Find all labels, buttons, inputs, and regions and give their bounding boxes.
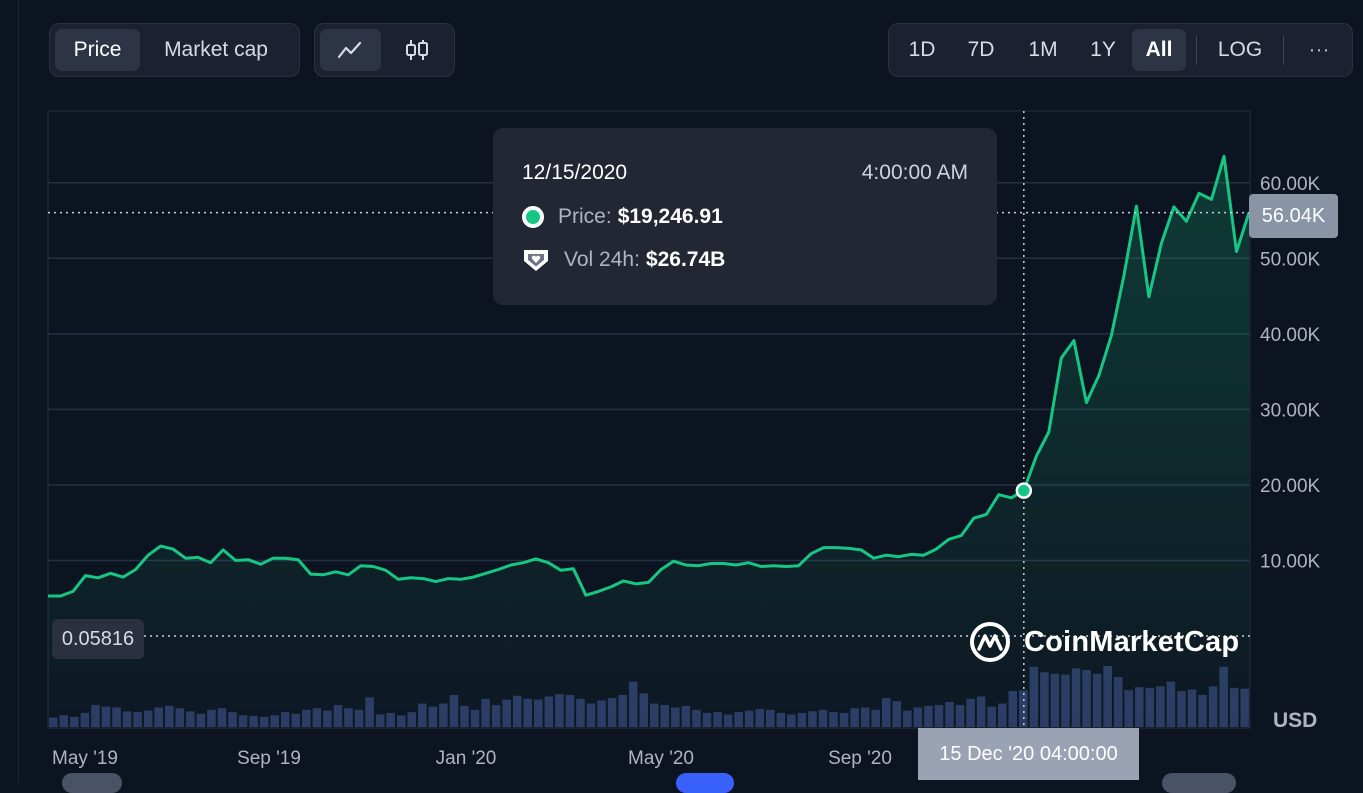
range-1m[interactable]: 1M [1028, 38, 1058, 61]
y-tick-label: 10.00K [1260, 551, 1321, 572]
price-tooltip: 12/15/2020 4:00:00 AM Price: $19,246.91 … [493, 128, 997, 305]
tooltip-price-row: Price: $19,246.91 [522, 205, 968, 229]
coinmarketcap-icon [970, 622, 1010, 662]
x-tick-label: Jan '20 [436, 748, 497, 769]
tooltip-time: 4:00:00 AM [861, 161, 968, 184]
log-toggle[interactable]: LOG [1217, 38, 1263, 61]
range-1d[interactable]: 1D [908, 38, 936, 61]
y-tick-label: 40.00K [1260, 325, 1321, 346]
range-handle-left[interactable] [62, 773, 122, 793]
y-axis-ticks: 10.00K 20.00K 30.00K 40.00K 50.00K 60.00K [1260, 174, 1321, 573]
tooltip-date: 12/15/2020 [522, 161, 628, 184]
y-tick-label: 30.00K [1260, 400, 1321, 421]
tooltip-date-row: 12/15/2020 4:00:00 AM [522, 161, 968, 185]
range-1y[interactable]: 1Y [1090, 38, 1116, 61]
price-area [48, 156, 1249, 728]
metric-tab-group: Price Market cap [49, 23, 300, 77]
currency-label: USD [1273, 709, 1318, 732]
line-chart-icon [338, 41, 362, 59]
current-price-badge: 56.04K [1249, 194, 1338, 238]
tooltip-volume-label: Vol 24h: [564, 248, 640, 271]
watermark-text: CoinMarketCap [1024, 625, 1240, 658]
x-tick-label: May '19 [52, 748, 118, 769]
tooltip-volume-value: $26.74B [645, 248, 726, 271]
x-axis-ticks: May '19 Sep '19 Jan '20 May '20 Sep '20 [52, 748, 892, 769]
more-divider [1283, 35, 1284, 65]
y-tick-label: 50.00K [1260, 249, 1321, 270]
tooltip-price-value: $19,246.91 [617, 205, 723, 228]
x-tick-label: Sep '19 [237, 748, 301, 769]
candlestick-icon [405, 40, 428, 60]
x-tick-label: Sep '20 [828, 748, 892, 769]
tooltip-price-label: Price: [558, 205, 612, 228]
range-divider [1196, 35, 1197, 65]
low-value-badge: 0.05816 [52, 619, 144, 659]
range-group: 1D 7D 1M 1Y All LOG ··· [888, 23, 1353, 77]
more-options-button[interactable]: ··· [1308, 38, 1330, 61]
range-handle-right[interactable] [1162, 773, 1236, 793]
crosshair-date-badge: 15 Dec '20 04:00:00 [918, 728, 1139, 780]
plot-frame [47, 110, 1251, 729]
chart-style-group [314, 23, 455, 77]
price-line [48, 154, 1251, 598]
left-border [18, 0, 19, 783]
tooltip-volume-row: Vol 24h: $26.74B [522, 247, 968, 273]
crosshair-point [1015, 482, 1033, 499]
tab-market-cap[interactable]: Market cap [164, 38, 268, 61]
line-chart-button[interactable] [320, 29, 381, 71]
range-handle-center[interactable] [676, 773, 734, 793]
coinmarketcap-logo: CoinMarketCap [968, 620, 1239, 664]
range-7d[interactable]: 7D [967, 38, 995, 61]
candlestick-button[interactable] [385, 29, 449, 71]
y-tick-label: 20.00K [1260, 476, 1321, 497]
volume-shield-icon [524, 250, 548, 271]
tab-price[interactable]: Price [55, 29, 140, 71]
range-all[interactable]: All [1132, 29, 1186, 71]
x-tick-label: May '20 [628, 748, 694, 769]
y-tick-label: 60.00K [1260, 174, 1321, 195]
price-dot-icon [522, 206, 544, 228]
